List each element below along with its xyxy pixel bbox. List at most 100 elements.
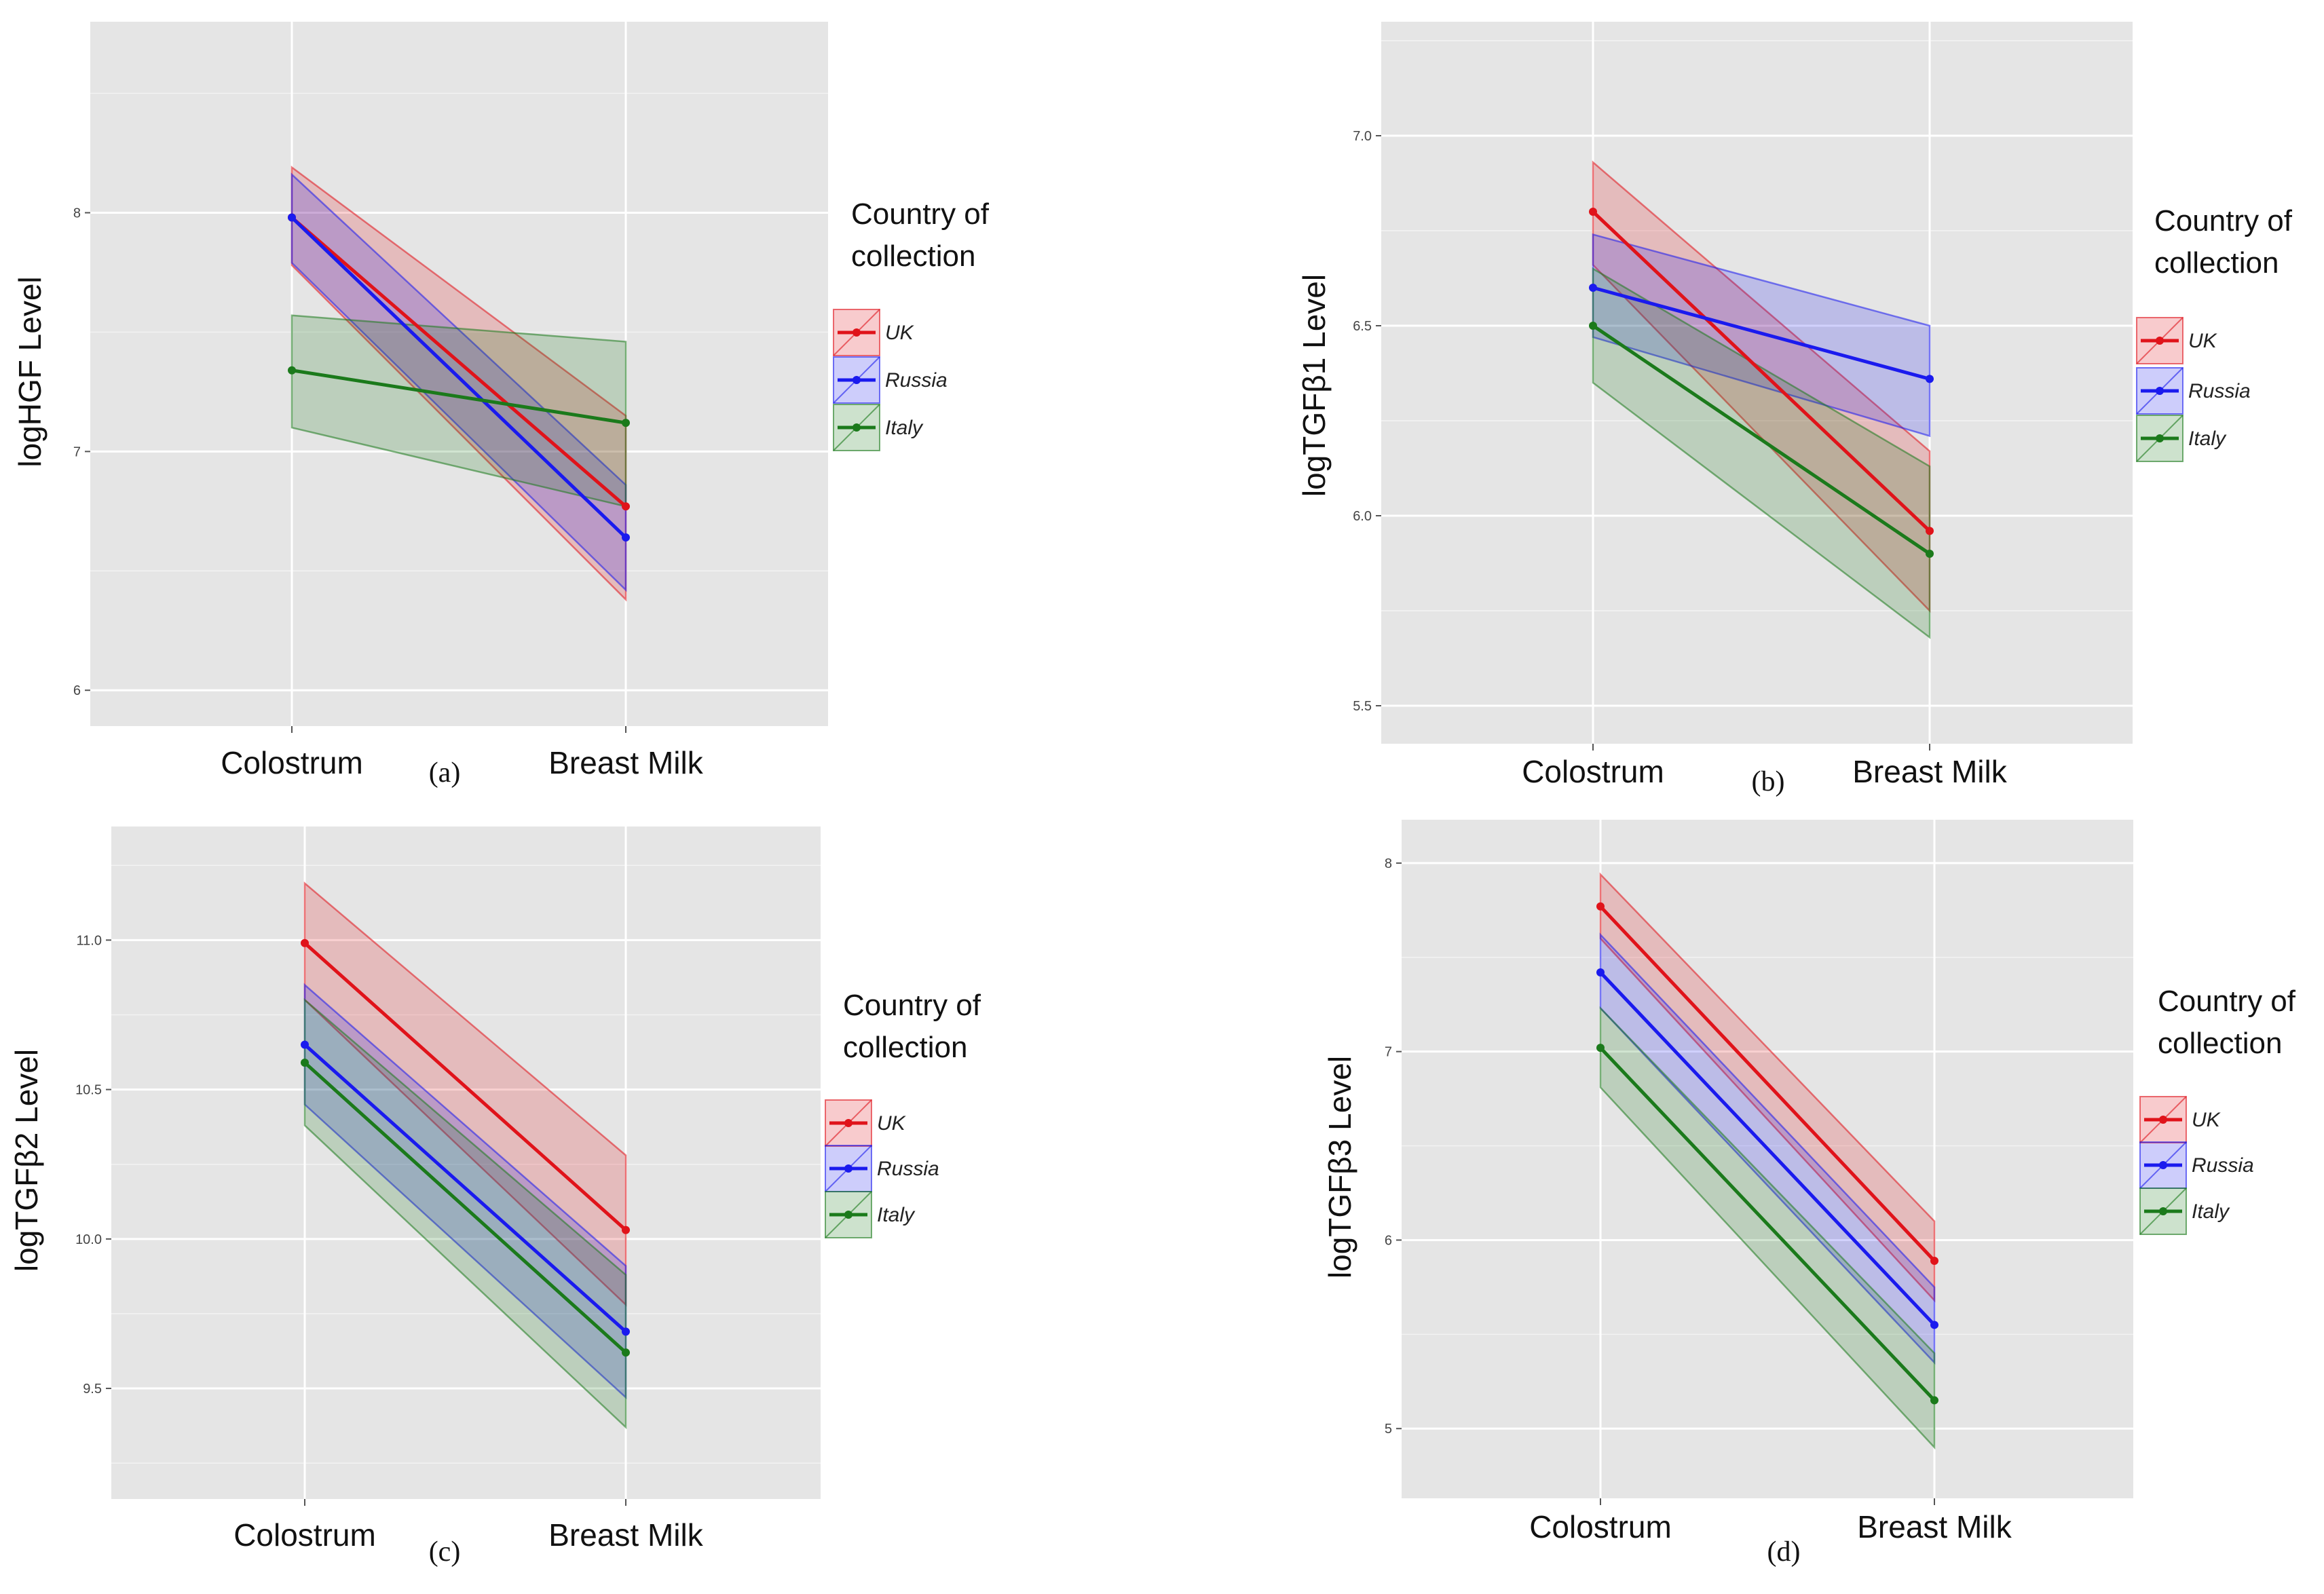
panel-b: 5.5 6.0 6.5 7.0 Colostrum Breast Milk logTGFβ1… [1296,22,2293,797]
legend-title: collection [851,240,975,273]
panel-d: 5 6 7 8 Colostrum Breast Milk logTGFβ3 Level (d… [1322,820,2296,1568]
series-line-italy [1599,1046,1936,1402]
legend-key-point [844,1119,852,1127]
y-tick-label: 7 [73,444,81,459]
y-tick-label: 10.0 [75,1232,102,1247]
data-point-uk [1589,208,1597,216]
data-point-russia [1930,1321,1938,1329]
data-point-russia [288,213,296,222]
legend-label: UK [2188,330,2218,352]
legend-title: Country of [843,989,981,1022]
x-category-label: Breast Milk [548,745,703,780]
legend: Country of collection UK Russia Italy [833,197,990,451]
plot-background [90,22,828,726]
data-point-italy [1930,1396,1938,1405]
data-point-russia [622,533,630,542]
x-category-label: Breast Milk [1852,754,2007,789]
ribbon-italy [1599,1006,1936,1450]
series-line-uk [1592,210,1931,533]
legend-label: Italy [2192,1200,2230,1223]
legend-key-point [2156,434,2164,442]
legend-title: Country of [2154,204,2293,238]
y-tick-label: 5.5 [1353,699,1372,714]
legend-item-russia: Russia [2136,367,2251,415]
series-line-italy [303,1061,627,1354]
legend-label: UK [877,1112,907,1135]
y-tick-label: 11.0 [77,933,102,948]
ribbon-italy [1592,267,1931,639]
y-tick-label: 5 [1385,1422,1392,1437]
data-point-italy [301,1058,309,1067]
y-axis-title: logTGFβ2 Level [9,1049,44,1272]
series-line-uk [290,216,627,508]
y-tick-label: 8 [1385,856,1392,871]
data-point-russia [622,1327,630,1336]
legend-label: Russia [885,369,948,392]
legend-item-uk: UK [2136,317,2218,364]
y-axis-title: logTGFβ3 Level [1322,1056,1357,1278]
series-line-russia [1599,971,1936,1327]
legend-label: UK [2192,1109,2222,1131]
y-tick-label: 6.0 [1353,509,1372,524]
plot-background [1381,22,2133,744]
legend-label: Italy [885,417,924,439]
legend-item-italy: Italy [2136,415,2227,462]
legend: Country of collection UK Russia Italy [825,989,981,1238]
y-tick-label: 7 [1385,1045,1392,1060]
legend-key-point [2156,387,2164,395]
legend-item-italy: Italy [833,404,924,451]
legend-item-italy: Italy [2139,1188,2230,1235]
data-point-uk [1596,902,1605,911]
panel-caption: (b) [1752,766,1785,797]
x-category-label: Breast Milk [1857,1509,2012,1544]
data-point-russia [1926,375,1934,383]
y-axis-title: logHGF Level [12,276,48,467]
panel-caption: (c) [429,1536,461,1568]
data-point-italy [622,419,630,428]
legend-title: collection [2158,1027,2282,1060]
data-point-russia [1596,968,1605,976]
legend-key-point [852,328,861,337]
legend-title: Country of [2158,985,2296,1018]
plot-background [111,827,821,1499]
x-category-label: Colostrum [233,1517,376,1553]
series-line-russia [1592,286,1930,381]
series-line-uk [303,941,627,1232]
legend-label: Italy [2188,428,2227,450]
data-point-uk [622,502,630,511]
y-tick-label: 6.5 [1353,319,1372,334]
panel-caption: (d) [1767,1536,1801,1568]
plot-background [1402,820,2133,1498]
y-axis-title: logTGFβ1 Level [1296,274,1332,497]
legend-label: Russia [2188,380,2251,402]
legend-key-point [852,376,861,384]
series-line-italy [291,368,626,425]
panel-a: 6 7 8 Colostrum Breast Milk logHGF Level (a) Co… [12,22,990,789]
series-line-russia [303,1043,627,1333]
legend-key-point [2159,1116,2167,1124]
legend-item-uk: UK [833,309,915,356]
y-tick-label: 6 [1385,1233,1392,1248]
legend-key-point [2156,337,2164,345]
data-point-italy [1926,550,1934,558]
panel-caption: (a) [429,757,461,789]
y-tick-label: 10.5 [75,1083,102,1098]
x-category-label: Colostrum [221,745,363,780]
legend-item-italy: Italy [825,1191,916,1238]
data-point-russia [301,1040,309,1049]
series-line-uk [1599,905,1936,1262]
legend-label: Russia [877,1158,939,1180]
legend: Country of collection UK Russia Italy [2139,985,2296,1235]
legend-key-point [2159,1207,2167,1215]
legend-item-russia: Russia [825,1145,939,1192]
x-category-label: Colostrum [1529,1509,1672,1544]
legend-key-point [2159,1161,2167,1169]
data-point-uk [301,938,309,947]
legend-label: Italy [877,1204,916,1226]
legend-item-russia: Russia [2139,1141,2254,1189]
data-point-russia [1589,284,1597,292]
legend-item-uk: UK [2139,1096,2222,1143]
legend-key-point [844,1164,852,1173]
legend-label: UK [885,322,915,344]
